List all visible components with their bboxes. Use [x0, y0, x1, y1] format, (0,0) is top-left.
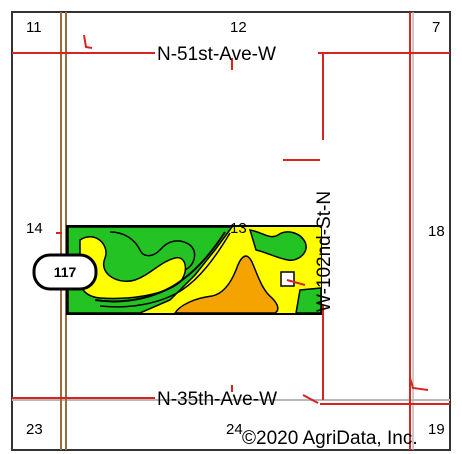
section-number: 7 — [432, 19, 440, 36]
section-number: 19 — [428, 421, 445, 438]
highway-shield-label: 117 — [54, 264, 77, 280]
section-number: 14 — [26, 220, 43, 237]
road-label-north: N-51st-Ave-W — [157, 44, 276, 65]
section-number: 18 — [428, 223, 445, 240]
road-label-south: N-35th-Ave-W — [157, 389, 277, 410]
soil-field — [66, 225, 322, 315]
section-number: 13 — [230, 220, 247, 237]
road-label-east: W-102nd-St-N — [314, 191, 335, 312]
section-number: 11 — [26, 19, 42, 36]
copyright-notice: ©2020 AgriData, Inc. — [242, 428, 418, 449]
section-number: 12 — [230, 19, 247, 36]
section-number: 23 — [26, 421, 43, 438]
road-network — [12, 12, 450, 450]
highway-shield — [32, 253, 98, 291]
section-number: 24 — [226, 421, 243, 438]
